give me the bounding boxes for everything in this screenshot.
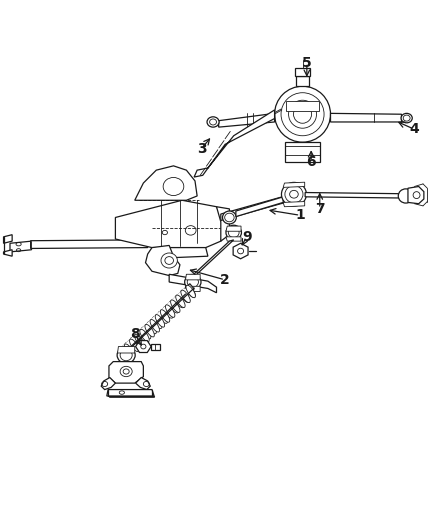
Polygon shape — [3, 250, 12, 256]
Bar — [295, 68, 310, 76]
Polygon shape — [185, 274, 200, 280]
Text: 7: 7 — [315, 202, 325, 216]
Polygon shape — [185, 287, 200, 291]
Polygon shape — [283, 182, 305, 188]
Ellipse shape — [184, 275, 201, 290]
Text: 3: 3 — [197, 142, 206, 156]
Ellipse shape — [207, 117, 219, 127]
Polygon shape — [151, 343, 160, 350]
Ellipse shape — [294, 105, 312, 123]
Ellipse shape — [163, 178, 184, 195]
Polygon shape — [330, 114, 401, 122]
Ellipse shape — [226, 225, 242, 240]
Polygon shape — [233, 243, 248, 259]
Polygon shape — [101, 378, 116, 390]
Polygon shape — [226, 226, 241, 231]
Ellipse shape — [124, 344, 134, 356]
Ellipse shape — [147, 322, 156, 334]
Ellipse shape — [165, 305, 175, 317]
Ellipse shape — [223, 211, 236, 224]
Polygon shape — [408, 187, 424, 204]
Ellipse shape — [136, 332, 145, 344]
Ellipse shape — [129, 339, 139, 352]
Ellipse shape — [120, 349, 129, 362]
Polygon shape — [116, 200, 225, 247]
Polygon shape — [136, 378, 150, 390]
Polygon shape — [152, 247, 208, 258]
Ellipse shape — [158, 312, 168, 324]
Polygon shape — [236, 197, 283, 217]
Ellipse shape — [160, 309, 170, 322]
Text: 4: 4 — [410, 122, 419, 137]
Ellipse shape — [176, 295, 185, 307]
Polygon shape — [169, 274, 216, 293]
Text: 5: 5 — [302, 56, 312, 70]
Ellipse shape — [140, 329, 149, 342]
Polygon shape — [107, 390, 154, 396]
Text: 8: 8 — [130, 327, 139, 341]
Ellipse shape — [275, 86, 330, 142]
Ellipse shape — [186, 285, 195, 297]
Ellipse shape — [145, 325, 154, 337]
Bar — [296, 76, 309, 86]
Ellipse shape — [161, 253, 178, 268]
Polygon shape — [10, 241, 32, 252]
Polygon shape — [109, 362, 143, 383]
Polygon shape — [216, 207, 229, 241]
Polygon shape — [135, 166, 197, 200]
Text: 1: 1 — [295, 208, 305, 222]
Polygon shape — [120, 289, 188, 354]
Polygon shape — [186, 240, 234, 281]
Ellipse shape — [401, 114, 412, 123]
Ellipse shape — [169, 301, 179, 313]
Ellipse shape — [281, 182, 307, 206]
Text: 9: 9 — [242, 230, 252, 244]
Polygon shape — [305, 193, 410, 198]
Bar — [286, 101, 319, 111]
Polygon shape — [285, 142, 320, 162]
Polygon shape — [145, 245, 180, 276]
Ellipse shape — [155, 315, 165, 327]
Polygon shape — [226, 237, 241, 241]
Polygon shape — [221, 196, 285, 220]
Polygon shape — [219, 114, 275, 127]
Polygon shape — [117, 346, 135, 353]
Ellipse shape — [135, 334, 144, 346]
Polygon shape — [3, 234, 12, 243]
Ellipse shape — [125, 343, 134, 355]
Polygon shape — [136, 341, 151, 353]
Polygon shape — [123, 284, 194, 351]
Text: 6: 6 — [306, 155, 316, 169]
Ellipse shape — [117, 347, 135, 363]
Polygon shape — [194, 110, 275, 177]
Ellipse shape — [181, 290, 190, 303]
Polygon shape — [31, 240, 148, 249]
Text: 2: 2 — [220, 273, 230, 287]
Ellipse shape — [181, 291, 190, 303]
Ellipse shape — [171, 300, 180, 313]
Ellipse shape — [398, 189, 414, 203]
Ellipse shape — [150, 319, 159, 332]
Polygon shape — [273, 109, 282, 114]
Polygon shape — [283, 202, 305, 207]
